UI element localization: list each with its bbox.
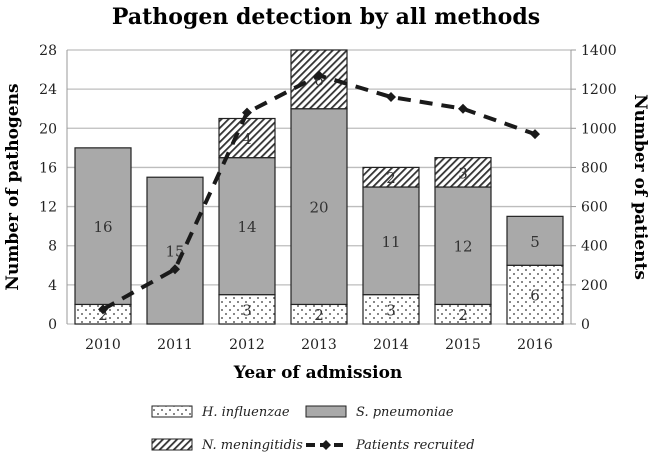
data-label: 5 bbox=[530, 233, 540, 251]
data-label: 6 bbox=[530, 287, 540, 305]
line-marker bbox=[530, 129, 540, 140]
data-label: 3 bbox=[386, 301, 396, 319]
line-marker bbox=[98, 304, 108, 315]
legend: H. influenzae S. pneumoniae N. meningitidi… bbox=[151, 405, 475, 453]
x-tick-label: 2016 bbox=[517, 337, 553, 353]
legend-marker bbox=[321, 440, 331, 450]
y-tick-label: 20 bbox=[39, 121, 57, 137]
data-label: 2 bbox=[458, 306, 468, 324]
y2-tick-label: 400 bbox=[581, 239, 608, 255]
y2-tick-label: 1200 bbox=[581, 82, 617, 98]
data-label: 3 bbox=[458, 164, 468, 182]
bar-s-pneumoniae bbox=[434, 186, 492, 306]
line-marker bbox=[386, 91, 396, 102]
tick-labels: 0481216202428020040060080010001200140020… bbox=[39, 43, 616, 353]
bar-n-meningitidis bbox=[362, 166, 420, 188]
bar-n-meningitidis bbox=[434, 157, 492, 188]
data-label: 4 bbox=[242, 130, 252, 148]
bar-h-influenzae bbox=[506, 264, 564, 325]
data-label: 12 bbox=[453, 238, 472, 256]
bar-s-pneumoniae bbox=[146, 176, 204, 325]
y2-tick-label: 1400 bbox=[581, 43, 617, 59]
x-axis-label: Year of admission bbox=[233, 363, 403, 383]
y2-axis-label: Number of patients bbox=[630, 94, 650, 280]
legend-label: Patients recruited bbox=[355, 438, 475, 453]
x-tick-label: 2014 bbox=[373, 337, 409, 353]
y-tick-label: 4 bbox=[48, 278, 57, 294]
data-label: 3 bbox=[242, 301, 252, 319]
bar-s-pneumoniae bbox=[218, 157, 276, 296]
chart-title: Pathogen detection by all methods bbox=[112, 4, 540, 30]
y2-tick-label: 0 bbox=[581, 317, 590, 333]
x-tick-label: 2012 bbox=[229, 337, 265, 353]
bar-s-pneumoniae bbox=[74, 147, 132, 306]
legend-swatch bbox=[305, 405, 347, 418]
data-label: 14 bbox=[237, 218, 256, 236]
data-label: 20 bbox=[309, 199, 328, 217]
legend-label: N. meningitidis bbox=[201, 438, 303, 453]
data-label: 2 bbox=[98, 306, 108, 324]
y-tick-label: 0 bbox=[48, 317, 57, 333]
x-tick-label: 2011 bbox=[157, 337, 193, 353]
line-marker bbox=[314, 70, 324, 81]
x-tick-label: 2015 bbox=[445, 337, 481, 353]
patients-line bbox=[98, 70, 540, 315]
y-tick-label: 16 bbox=[39, 160, 57, 176]
y2-tick-label: 1000 bbox=[581, 121, 617, 137]
y-tick-label: 24 bbox=[39, 82, 57, 98]
line-marker bbox=[170, 264, 180, 275]
data-label: 11 bbox=[381, 233, 400, 251]
line-marker bbox=[458, 103, 468, 114]
legend-swatch bbox=[151, 438, 193, 451]
data-label: 2 bbox=[314, 306, 324, 324]
y2-tick-label: 600 bbox=[581, 200, 608, 216]
bar-h-influenzae bbox=[218, 294, 276, 325]
bars: 21615314422063112212365 bbox=[74, 49, 564, 325]
legend-swatch bbox=[151, 405, 193, 418]
bar-h-influenzae bbox=[362, 294, 420, 325]
data-label: 16 bbox=[93, 218, 112, 236]
x-tick-label: 2010 bbox=[85, 337, 121, 353]
y2-tick-label: 200 bbox=[581, 278, 608, 294]
x-tick-label: 2013 bbox=[301, 337, 337, 353]
y2-tick-label: 800 bbox=[581, 160, 608, 176]
y-tick-label: 12 bbox=[39, 200, 57, 216]
y-tick-label: 8 bbox=[48, 239, 57, 255]
line-marker bbox=[242, 107, 252, 118]
bar-n-meningitidis bbox=[218, 117, 276, 159]
legend-label: S. pneumoniae bbox=[356, 405, 454, 420]
y-axis-label: Number of pathogens bbox=[3, 83, 23, 290]
bar-s-pneumoniae bbox=[506, 215, 564, 266]
y-tick-label: 28 bbox=[39, 43, 57, 59]
bar-s-pneumoniae bbox=[290, 108, 348, 306]
data-label: 2 bbox=[386, 169, 396, 187]
legend-label: H. influenzae bbox=[201, 405, 290, 420]
